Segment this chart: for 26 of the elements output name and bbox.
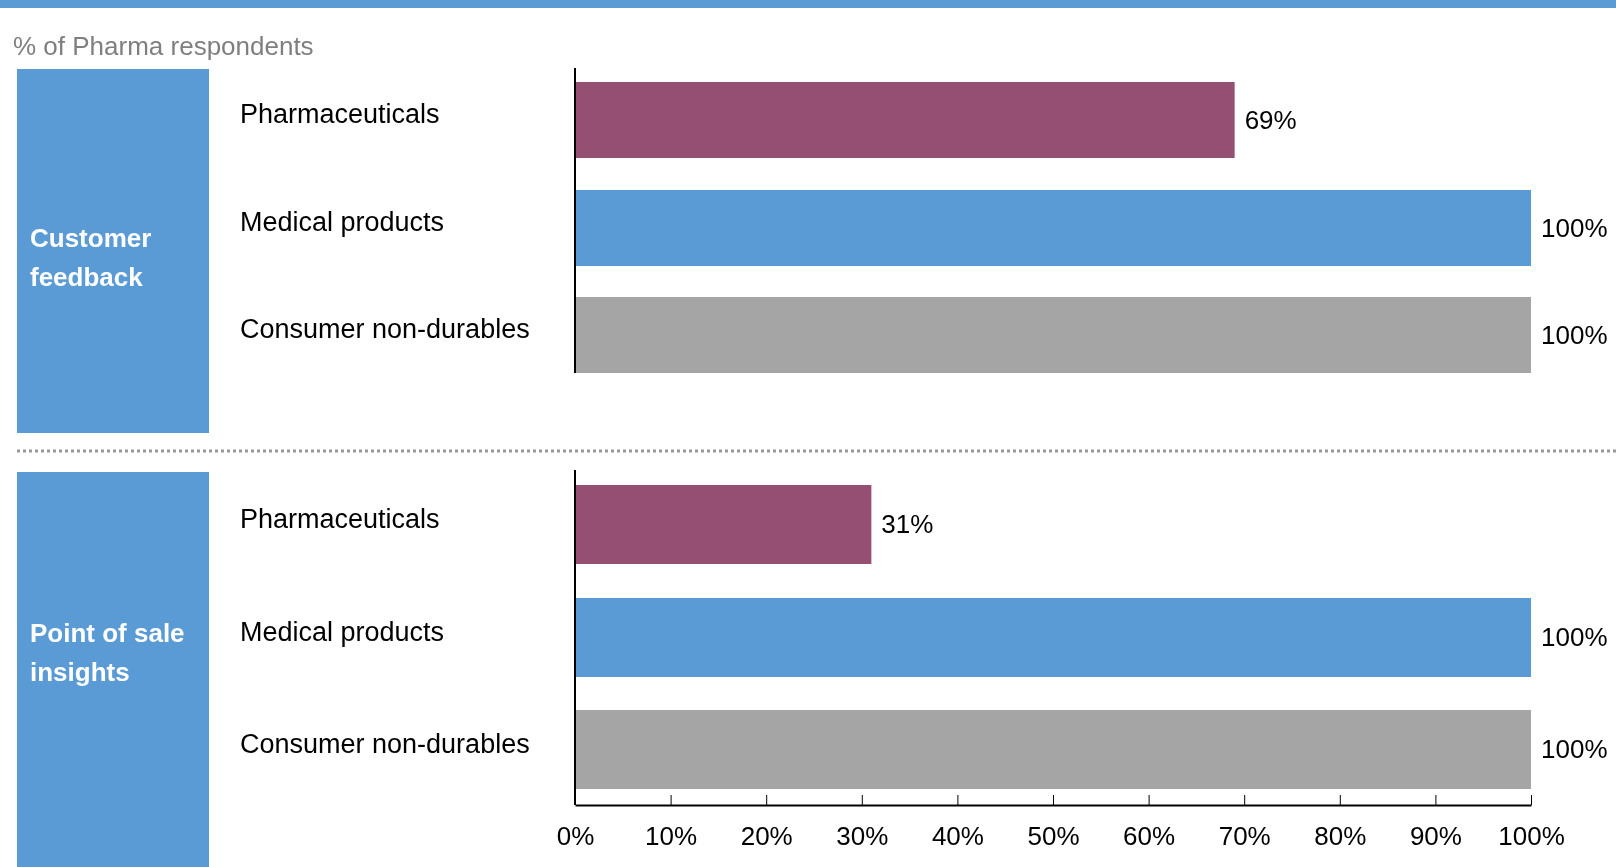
data-label: 100% [1541, 622, 1608, 653]
data-label: 100% [1541, 734, 1608, 765]
x-tick-label: 40% [931, 821, 984, 852]
x-tick-label: 60% [1123, 821, 1176, 852]
x-tick-label: 20% [740, 821, 793, 852]
text: % of Pharma respondents [13, 31, 314, 61]
text: Point of sale insights [30, 618, 185, 687]
y-tick-label: Consumer non-durables [240, 728, 530, 759]
x-tick-label: 10% [645, 821, 698, 852]
x-tick-label: 30% [836, 821, 889, 852]
y-tick-label: Medical products [240, 616, 445, 647]
x-tick-label: 80% [1314, 821, 1367, 852]
data-label: 100% [1541, 212, 1608, 243]
x-tick-label: 50% [1027, 821, 1080, 852]
data-label: 69% [1244, 104, 1297, 135]
x-tick-label: 70% [1218, 821, 1271, 852]
x-tick-label: 100% [1498, 821, 1565, 852]
data-label: 100% [1541, 319, 1608, 350]
x-tick-label: 0% [556, 821, 595, 852]
x-tick-label: 90% [1409, 821, 1462, 852]
text: Customer feedback [30, 222, 152, 292]
y-tick-label: Medical products [240, 207, 445, 238]
y-tick-label: Consumer non-durables [240, 314, 530, 345]
y-tick-label: Pharmaceuticals [240, 503, 440, 534]
y-tick-label: Pharmaceuticals [240, 99, 440, 130]
data-label: 31% [881, 509, 934, 540]
